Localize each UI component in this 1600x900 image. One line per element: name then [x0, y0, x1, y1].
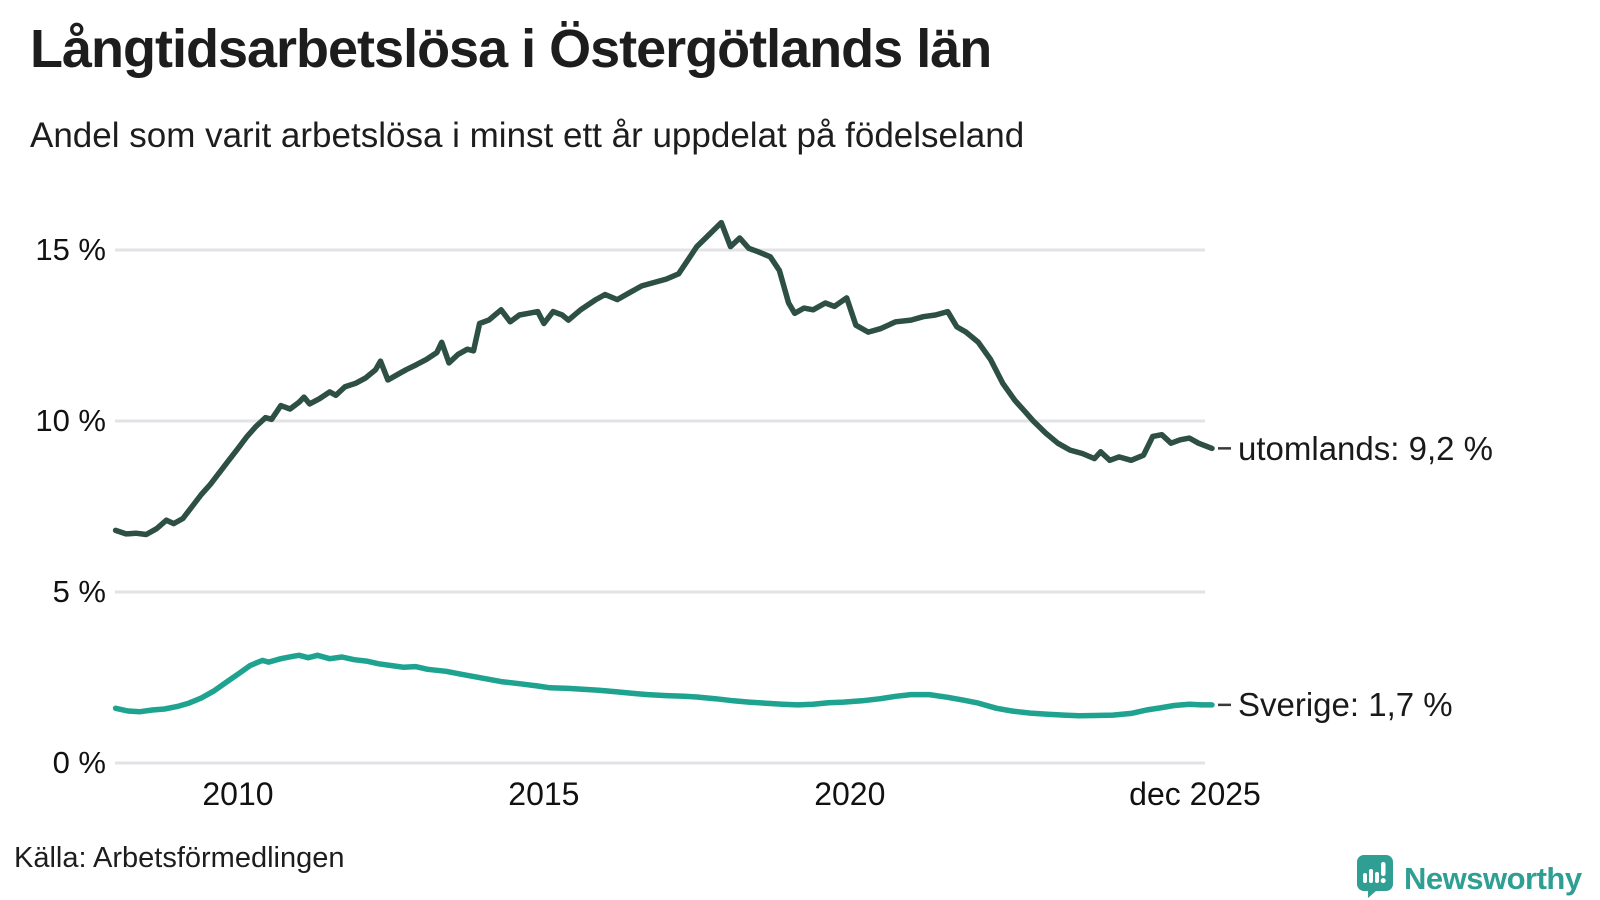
page-subtitle: Andel som varit arbetslösa i minst ett å…	[30, 116, 1025, 155]
x-axis-tick-2020: 2020	[814, 776, 886, 812]
newsworthy-logo: Newsworthy	[1356, 854, 1582, 900]
y-axis-tick-5: 5 %	[52, 574, 106, 609]
newsworthy-logo-text: Newsworthy	[1404, 860, 1582, 896]
x-axis-tick-2015: 2015	[508, 776, 580, 812]
source-note: Källa: Arbetsförmedlingen	[14, 842, 345, 874]
page-title: Långtidsarbetslösa i Östergötlands län	[30, 19, 992, 79]
line-utomlands	[112, 219, 1215, 538]
y-axis-tick-0: 0 %	[52, 745, 106, 780]
series-end-label-utomlands: utomlands: 9,2 %	[1238, 430, 1493, 467]
newsworthy-bubble-chart-icon	[1356, 854, 1394, 900]
x-axis-tick-dec-2025: dec 2025	[1129, 776, 1261, 812]
y-axis-tick-15: 15 %	[35, 232, 106, 267]
line-chart-plot	[112, 219, 1231, 765]
series-end-label-sverige: Sverige: 1,7 %	[1238, 686, 1453, 723]
y-axis-tick-10: 10 %	[35, 403, 106, 438]
x-axis-tick-2010: 2010	[202, 776, 274, 812]
line-sverige	[112, 652, 1215, 719]
